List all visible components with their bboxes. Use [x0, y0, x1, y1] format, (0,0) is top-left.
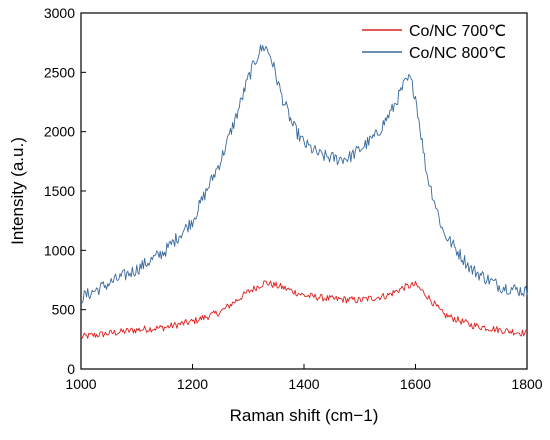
plot-area — [80, 12, 528, 370]
legend-label-800: Co/NC 800℃ — [409, 45, 506, 62]
plot-frame — [80, 12, 528, 370]
y-tick-label: 2500 — [44, 64, 75, 80]
x-tick-label: 1600 — [400, 376, 431, 392]
y-tick-label: 1500 — [44, 183, 75, 199]
x-tick-label: 1400 — [288, 376, 319, 392]
x-tick-label: 1200 — [177, 376, 208, 392]
y-axis-label: Intensity (a.u.) — [8, 137, 27, 245]
x-tick-label: 1800 — [511, 376, 542, 392]
y-tick-label: 500 — [52, 302, 76, 318]
y-tick-label: 1000 — [44, 242, 75, 258]
y-axis: 0 500 1000 1500 2000 2500 3000 — [44, 5, 86, 377]
legend-label-700: Co/NC 700℃ — [409, 23, 506, 40]
y-tick-label: 3000 — [44, 5, 75, 21]
y-tick-label: 2000 — [44, 124, 75, 140]
y-tick-label: 0 — [67, 361, 75, 377]
series-layer — [80, 44, 528, 339]
series-line-700 — [80, 280, 528, 339]
x-tick-label: 1000 — [65, 376, 96, 392]
x-axis: 1000 1200 1400 1600 1800 — [65, 364, 543, 392]
legend: Co/NC 700℃ Co/NC 800℃ — [362, 23, 506, 62]
series-line-800 — [80, 44, 528, 304]
x-axis-label: Raman shift (cm−1) — [230, 406, 379, 425]
